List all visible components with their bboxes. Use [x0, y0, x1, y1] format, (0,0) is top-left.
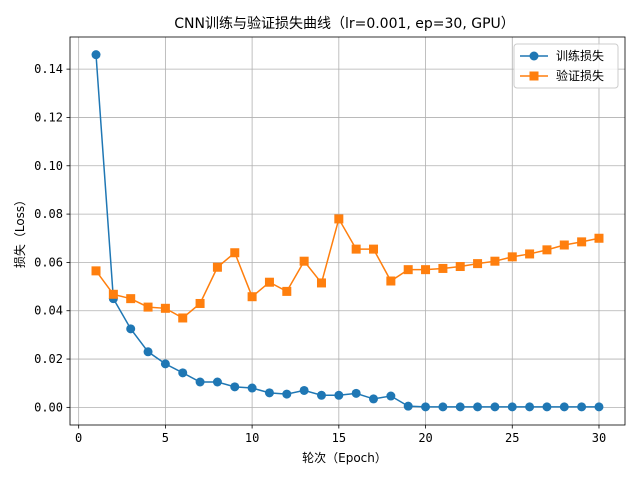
- data-point-val: [542, 245, 552, 255]
- data-point-train: [126, 324, 136, 334]
- data-point-train: [525, 402, 535, 412]
- legend: 训练损失 验证损失: [513, 43, 619, 89]
- data-point-val: [438, 263, 448, 273]
- data-point-train: [369, 394, 379, 404]
- legend-label-train: 训练损失: [556, 48, 604, 63]
- data-point-val: [577, 237, 587, 247]
- x-tick-label: 0: [75, 431, 82, 445]
- data-point-val: [299, 256, 309, 266]
- data-point-train: [559, 402, 569, 412]
- data-point-val: [143, 302, 153, 312]
- data-point-val: [334, 214, 344, 224]
- data-point-val: [108, 289, 118, 299]
- legend-label-val: 验证损失: [556, 68, 604, 83]
- data-point-train: [438, 402, 448, 412]
- data-point-train: [178, 368, 188, 378]
- y-tick-label: 0.12: [34, 110, 63, 124]
- data-point-train: [282, 389, 292, 399]
- y-axis-label: 损失（Loss）: [12, 194, 27, 268]
- data-point-val: [316, 278, 326, 288]
- data-point-train: [264, 388, 274, 398]
- data-point-val: [473, 259, 483, 269]
- x-tick-label: 30: [592, 431, 606, 445]
- y-tick-label: 0.00: [34, 400, 63, 414]
- data-point-train: [542, 402, 552, 412]
- y-tick-label: 0.06: [34, 255, 63, 269]
- data-point-train: [195, 377, 205, 387]
- data-point-val: [559, 240, 569, 250]
- series-layer: [91, 50, 604, 412]
- data-point-val: [421, 265, 431, 275]
- data-point-train: [455, 402, 465, 412]
- data-point-val: [91, 266, 101, 276]
- y-tick-label: 0.14: [34, 62, 63, 76]
- data-point-train: [490, 402, 500, 412]
- data-point-train: [316, 390, 326, 400]
- data-point-val: [126, 294, 136, 304]
- data-point-val: [455, 262, 465, 272]
- data-point-train: [421, 402, 431, 412]
- data-point-val: [386, 276, 396, 286]
- data-point-val: [230, 248, 240, 258]
- legend-box: [513, 43, 619, 89]
- data-point-val: [212, 262, 222, 272]
- data-point-val: [369, 244, 379, 254]
- data-point-val: [178, 313, 188, 323]
- data-point-val: [160, 303, 170, 313]
- data-point-train: [334, 390, 344, 400]
- data-point-val: [351, 244, 361, 254]
- data-point-train: [594, 402, 604, 412]
- legend-marker-val: [529, 71, 539, 81]
- data-point-train: [507, 402, 517, 412]
- data-point-val: [490, 256, 500, 266]
- y-tick-label: 0.04: [34, 304, 63, 318]
- data-point-train: [386, 391, 396, 401]
- x-tick-label: 10: [245, 431, 259, 445]
- x-tick-label: 15: [332, 431, 346, 445]
- data-point-val: [195, 298, 205, 308]
- x-axis: 0 5 10 15 20 25 30: [75, 425, 606, 445]
- x-tick-label: 25: [505, 431, 519, 445]
- data-point-train: [230, 382, 240, 392]
- data-point-train: [91, 50, 101, 60]
- data-point-val: [247, 292, 257, 302]
- x-tick-label: 5: [162, 431, 169, 445]
- data-point-val: [403, 265, 413, 275]
- x-tick-label: 20: [418, 431, 432, 445]
- grid: [70, 37, 625, 425]
- y-tick-label: 0.08: [34, 207, 63, 221]
- data-point-train: [247, 383, 257, 393]
- data-point-val: [594, 233, 604, 243]
- x-axis-label: 轮次（Epoch）: [302, 451, 387, 465]
- data-point-val: [525, 249, 535, 259]
- data-point-train: [160, 359, 170, 369]
- data-point-train: [577, 402, 587, 412]
- data-point-train: [212, 377, 222, 387]
- y-axis: 0.00 0.02 0.04 0.06 0.08 0.10 0.12 0.14: [34, 62, 70, 414]
- plot-frame: [69, 36, 626, 426]
- y-tick-label: 0.02: [34, 352, 63, 366]
- data-point-train: [403, 401, 413, 411]
- legend-marker-train: [529, 51, 539, 61]
- data-point-train: [299, 385, 309, 395]
- data-point-train: [143, 347, 153, 357]
- data-point-val: [282, 286, 292, 296]
- series-line-val: [95, 216, 600, 319]
- data-point-train: [473, 402, 483, 412]
- series-line-train: [95, 54, 599, 408]
- data-point-train: [351, 388, 361, 398]
- chart-title: CNN训练与验证损失曲线（lr=0.001, ep=30, GPU）: [174, 16, 515, 32]
- data-point-val: [507, 252, 517, 262]
- data-point-val: [264, 277, 274, 287]
- y-tick-label: 0.10: [34, 159, 63, 173]
